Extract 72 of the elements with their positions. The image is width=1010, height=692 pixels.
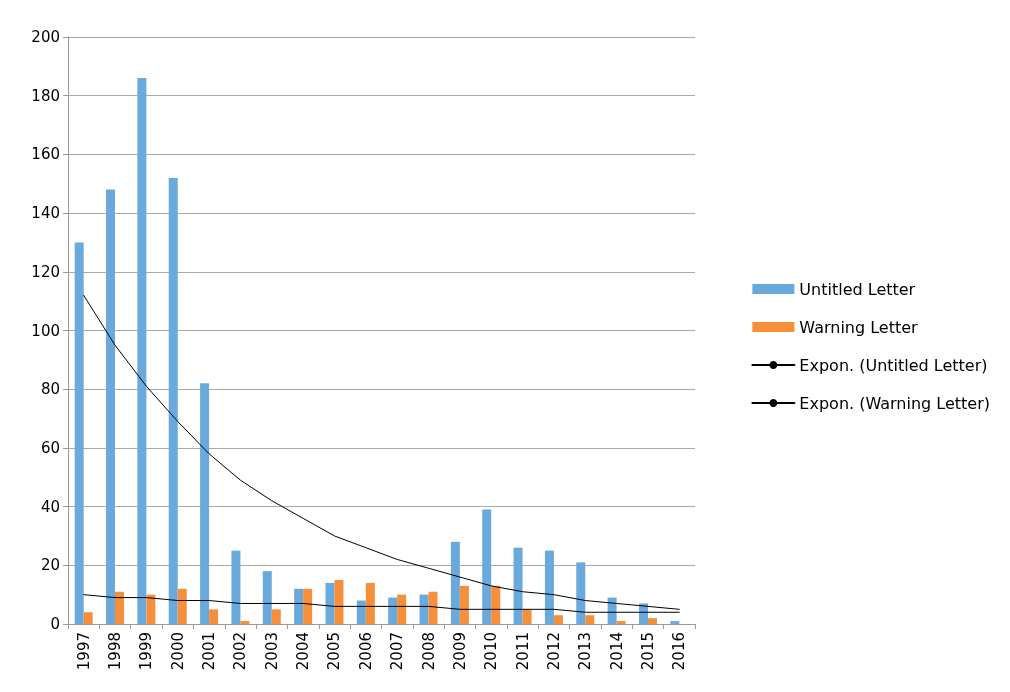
x-tick-label: 2003 <box>262 632 281 671</box>
bar <box>106 189 116 624</box>
bar <box>616 621 626 624</box>
bar <box>209 609 219 624</box>
bar <box>491 585 501 624</box>
bar <box>553 615 563 624</box>
x-tick-label: 2011 <box>513 632 532 671</box>
bar <box>522 609 532 624</box>
x-tick-label: 2007 <box>388 632 407 671</box>
bar <box>647 618 657 624</box>
bar <box>146 594 156 624</box>
bar <box>240 621 250 624</box>
y-tick-label: 40 <box>40 497 60 516</box>
x-tick-label: 2015 <box>638 632 657 671</box>
y-tick-label: 0 <box>50 615 60 633</box>
bar <box>137 78 147 624</box>
bar <box>271 609 281 624</box>
bar <box>513 547 523 624</box>
bar <box>482 509 492 624</box>
y-tick-label: 20 <box>40 556 60 575</box>
bar <box>325 582 335 624</box>
bar <box>303 588 313 624</box>
bar <box>585 615 595 624</box>
x-tick-label: 2013 <box>576 632 595 671</box>
y-tick-label: 140 <box>31 204 60 223</box>
bar <box>419 594 429 624</box>
bar <box>200 383 210 624</box>
x-tick-label: 2012 <box>544 632 563 671</box>
x-tick-label: 2000 <box>168 632 187 671</box>
y-tick-label: 200 <box>31 28 60 46</box>
x-tick-label: 1998 <box>106 632 125 671</box>
bar <box>388 597 398 624</box>
y-tick-label: 80 <box>40 380 60 399</box>
legend-label: Expon. (Warning Letter) <box>799 393 991 413</box>
x-tick-label: 2005 <box>325 632 344 671</box>
legend-label: Expon. (Untitled Letter) <box>799 355 988 375</box>
bar <box>115 591 125 624</box>
bar <box>428 591 438 624</box>
y-tick-label: 180 <box>31 86 60 105</box>
x-tick-label: 2008 <box>419 632 438 671</box>
x-tick-label: 1997 <box>74 632 93 671</box>
bar <box>231 550 241 624</box>
bar <box>262 571 272 624</box>
y-tick-label: 100 <box>31 321 60 340</box>
x-tick-label: 2010 <box>482 632 501 671</box>
bar <box>294 588 304 624</box>
y-tick-label: 60 <box>40 438 60 457</box>
y-tick-label: 120 <box>31 262 60 281</box>
x-tick-label: 2001 <box>200 632 219 671</box>
x-tick-label: 2016 <box>670 632 689 671</box>
bar <box>83 612 93 624</box>
bar <box>168 177 178 624</box>
bar <box>365 582 375 624</box>
y-tick-label: 160 <box>31 145 60 164</box>
bar <box>450 541 460 624</box>
x-tick-label: 1999 <box>137 632 156 671</box>
bar <box>576 562 586 624</box>
x-tick-label: 2006 <box>356 632 375 671</box>
x-tick-label: 2009 <box>450 632 469 671</box>
bar <box>74 242 84 624</box>
legend-label: Warning Letter <box>799 317 919 337</box>
bar <box>334 579 344 624</box>
x-tick-label: 2014 <box>607 632 626 671</box>
x-tick-label: 2002 <box>231 632 250 671</box>
bar <box>177 588 187 624</box>
bar <box>397 594 407 624</box>
bar <box>670 621 680 624</box>
bar <box>544 550 554 624</box>
legend-label: Untitled Letter <box>799 279 916 299</box>
x-tick-label: 2004 <box>294 632 313 671</box>
bar <box>356 600 366 624</box>
bar <box>459 585 469 624</box>
